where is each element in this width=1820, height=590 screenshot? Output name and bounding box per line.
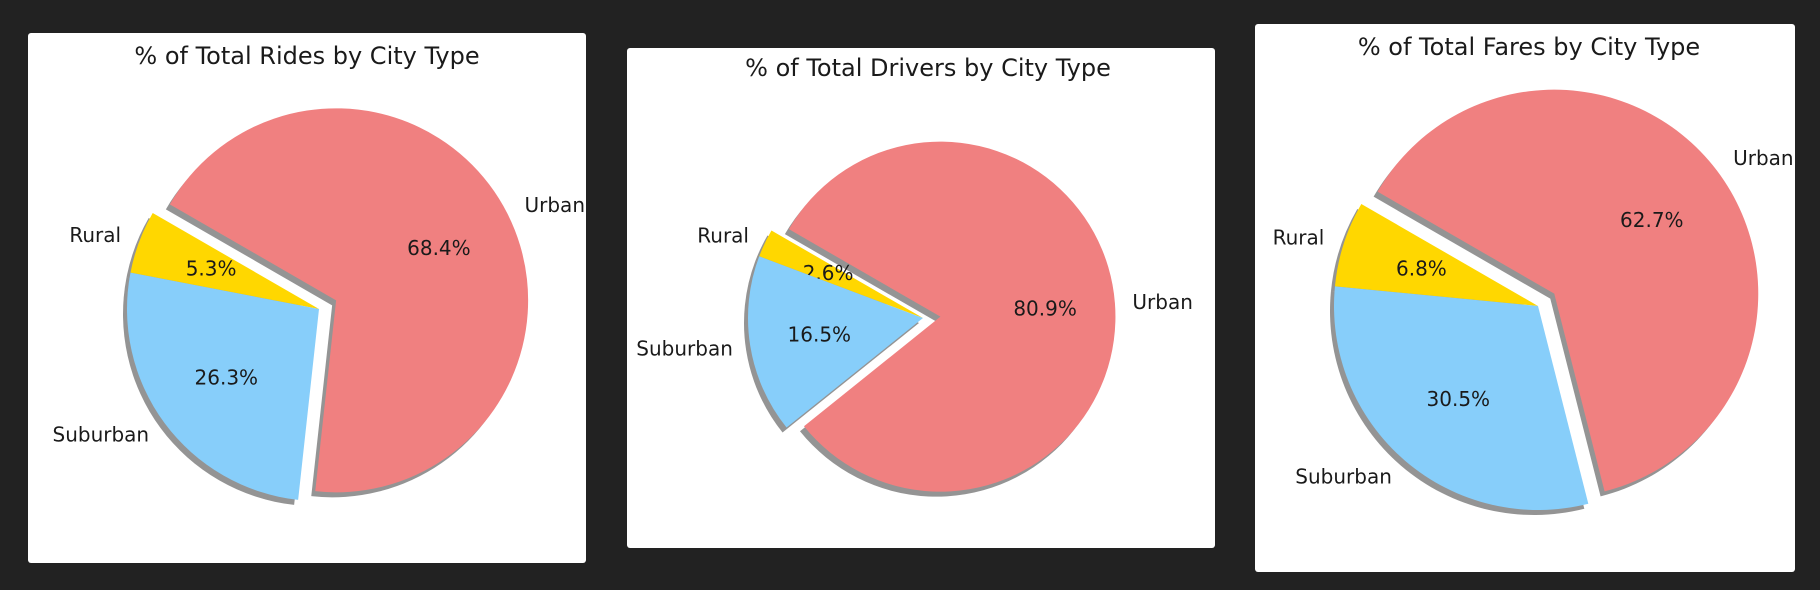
pie-slice-suburban bbox=[1334, 286, 1589, 511]
pie-slice-urban bbox=[169, 108, 529, 493]
pie-slice-rural bbox=[1334, 204, 1538, 306]
drivers-pie-chart: % of Total Drivers by City Type 2.6%Rura… bbox=[636, 54, 1193, 497]
category-label-urban: Urban bbox=[1733, 146, 1794, 170]
rides-pie-chart: % of Total Rides by City Type 5.3% Rural 2… bbox=[53, 42, 586, 505]
category-label-rural: Rural bbox=[1273, 226, 1325, 250]
category-label-urban: Urban bbox=[525, 193, 586, 217]
fares-chart-panel: % of Total Fares by City Type 6.8% Rural 3… bbox=[1255, 24, 1795, 572]
drivers-chart-panel: % of Total Drivers by City Type 2.6% Rura… bbox=[627, 48, 1215, 548]
chart-title: % of Total Drivers by City Type bbox=[745, 54, 1111, 82]
percent-label-urban: 62.7% bbox=[1620, 208, 1684, 232]
category-label-rural: Rural bbox=[69, 223, 121, 247]
percent-label-rural: 5.3% bbox=[186, 257, 237, 281]
percent-label-suburban: 16.5% bbox=[788, 323, 852, 347]
pie-slice-rural bbox=[130, 213, 319, 309]
category-label-suburban: Suburban bbox=[53, 422, 150, 446]
percent-label-suburban: 30.5% bbox=[1427, 387, 1491, 411]
percent-label-urban: 80.9% bbox=[1013, 297, 1077, 321]
percent-label-suburban: 26.3% bbox=[195, 365, 259, 389]
category-label-urban: Urban bbox=[1132, 290, 1193, 314]
pie-slice-suburban bbox=[127, 272, 319, 500]
pie-slice-rural bbox=[759, 230, 923, 318]
percent-label-rural: 6.8% bbox=[1396, 257, 1447, 281]
rides-chart-panel: % of Total Rides by City Type 5.3% Rural 2… bbox=[28, 33, 586, 563]
pie-slice-urban bbox=[1377, 89, 1759, 492]
percent-label-urban: 68.4% bbox=[407, 236, 471, 260]
pie-slice-urban bbox=[788, 141, 1116, 492]
category-label-suburban: Suburban bbox=[636, 336, 733, 360]
pie-slice-suburban bbox=[747, 256, 923, 428]
category-label-suburban: Suburban bbox=[1295, 464, 1392, 488]
fares-pie-chart: % of Total Fares by City Type 6.8% Rural 3… bbox=[1273, 33, 1794, 516]
chart-title: % of Total Rides by City Type bbox=[134, 42, 479, 70]
category-label-rural: Rural bbox=[697, 224, 749, 248]
chart-title: % of Total Fares by City Type bbox=[1358, 33, 1700, 61]
